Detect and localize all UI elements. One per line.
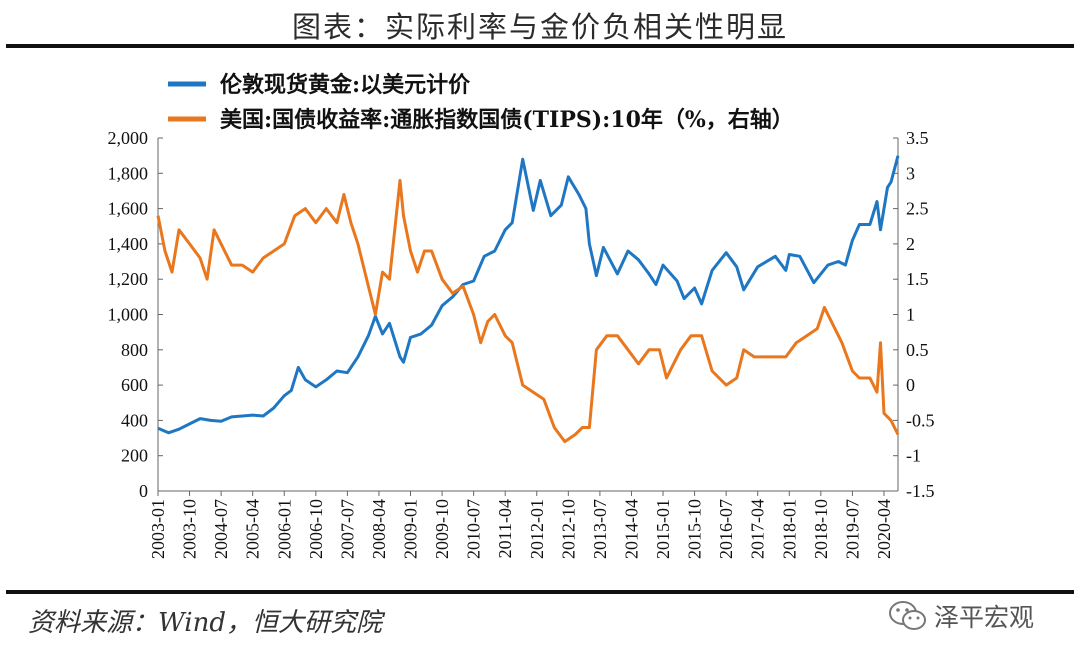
- x-tick-label: 2011-04: [495, 499, 515, 558]
- x-tick-label: 2005-04: [243, 499, 263, 559]
- x-tick-label: 2006-01: [274, 499, 294, 559]
- y-right-tick-label: -0.5: [906, 410, 935, 430]
- y-left-tick-label: 1,600: [108, 199, 149, 219]
- series-layer: [156, 155, 900, 444]
- y-right-tick-label: 1: [906, 305, 915, 325]
- x-tick-label: 2007-07: [337, 499, 357, 559]
- y-left-tick-label: 1,000: [108, 305, 149, 325]
- x-tick-label: 2009-10: [432, 499, 452, 559]
- y-left-tick-label: 2,000: [108, 128, 149, 148]
- y-left-tick-label: 400: [121, 410, 148, 430]
- x-tick-label: 2018-10: [811, 499, 831, 559]
- y-right-tick-label: 0.5: [906, 340, 929, 360]
- chart: 伦敦现货黄金:以美元计价 美国:国债收益率:通胀指数国债(TIPS):10年（%…: [108, 72, 935, 559]
- title-rule: [6, 44, 1074, 48]
- x-tick-label: 2006-10: [306, 499, 326, 559]
- y-right-tick-label: 2: [906, 234, 915, 254]
- x-tick-label: 2014-04: [621, 499, 641, 559]
- y-right-tick-label: 1.5: [906, 269, 929, 289]
- x-tick-label: 2013-07: [590, 499, 610, 559]
- y-left-tick-label: 600: [121, 375, 148, 395]
- x-tick-label: 2009-01: [401, 499, 421, 559]
- legend-label-tips: 美国:国债收益率:通胀指数国债(TIPS):10年（%，右轴）: [220, 107, 794, 133]
- y-right-tick-label: 3.5: [906, 128, 929, 148]
- x-tick-label: 2008-04: [369, 499, 389, 559]
- x-tick-label: 2003-10: [180, 499, 200, 559]
- x-tick-label: 2010-07: [464, 499, 484, 559]
- wechat-icon: [889, 601, 926, 630]
- watermark: 泽平宏观: [888, 596, 1034, 636]
- x-tick-label: 2015-10: [685, 499, 705, 559]
- legend: 伦敦现货黄金:以美元计价 美国:国债收益率:通胀指数国债(TIPS):10年（%…: [168, 72, 794, 133]
- y-right-tick-label: 0: [906, 375, 915, 395]
- watermark-text: 泽平宏观: [934, 603, 1035, 632]
- y-right-tick-label: -1.5: [906, 481, 935, 501]
- x-tick-label: 2012-10: [558, 499, 578, 559]
- source-note: 资料来源：Wind，恒大研究院: [28, 608, 382, 638]
- x-tick-label: 2004-07: [211, 499, 231, 559]
- y-left-tick-label: 200: [121, 446, 148, 466]
- x-tick-label: 2019-07: [842, 499, 862, 559]
- x-tick-label: 2016-07: [716, 499, 736, 559]
- y-left-tick-label: 1,800: [108, 163, 149, 183]
- y-right-tick-label: 2.5: [906, 199, 929, 219]
- series-line-tips: [156, 178, 900, 444]
- y-right-tick-label: 3: [906, 163, 915, 183]
- axes: 0 200 400 600 800 1,000 1,200 1,400 1,600 1,800 2,…: [108, 128, 935, 559]
- y-left-tick-label: 1,400: [108, 234, 149, 254]
- x-tick-label: 2020-04: [874, 499, 894, 559]
- y-left-tick-label: 1,200: [108, 269, 149, 289]
- x-tick-label: 2017-04: [748, 499, 768, 559]
- page-title: 图表：实际利率与金价负相关性明显: [291, 10, 788, 44]
- x-tick-label: 2018-01: [779, 499, 799, 559]
- x-tick-label: 2015-01: [653, 499, 673, 559]
- x-tick-label: 2003-01: [148, 499, 168, 559]
- series-line-gold: [157, 155, 900, 435]
- y-right-tick-label: -1: [906, 446, 921, 466]
- legend-label-gold: 伦敦现货黄金:以美元计价: [220, 72, 471, 98]
- y-left-tick-label: 800: [121, 340, 148, 360]
- x-tick-label: 2012-01: [527, 499, 547, 559]
- footer-rule: [6, 590, 1074, 594]
- y-left-tick-label: 0: [139, 481, 148, 501]
